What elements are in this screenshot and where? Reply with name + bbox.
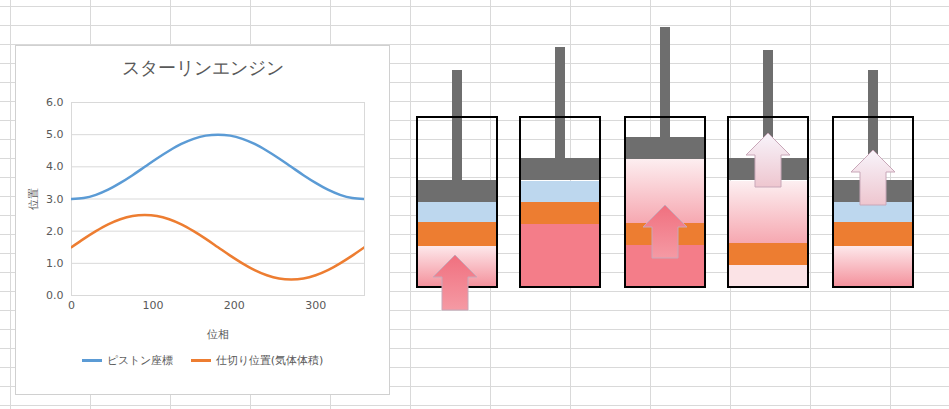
html-text:スターリンエンジン: スターリンエンジン: [121, 57, 284, 78]
html-text:仕切り位置(気体体積): 仕切り位置(気体体積): [215, 354, 324, 367]
html-text:ピストン座標: ピストン座標: [106, 354, 173, 367]
svg-text:100: 100: [142, 299, 163, 312]
svg-text:200: 200: [224, 299, 245, 312]
svg-text:2.0: 2.0: [46, 225, 64, 238]
svg-text:6.0: 6.0: [46, 96, 64, 109]
svg-text:0.0: 0.0: [46, 289, 64, 302]
svg-text:5.0: 5.0: [46, 128, 64, 141]
svg-text:位相: 位相: [207, 328, 229, 341]
svg-text:300: 300: [305, 299, 326, 312]
svg-text:0: 0: [68, 299, 75, 312]
svg-text:位置: 位置: [27, 188, 40, 210]
svg-text:4.0: 4.0: [46, 160, 64, 173]
svg-text:3.0: 3.0: [46, 193, 64, 206]
svg-text:1.0: 1.0: [46, 257, 64, 270]
